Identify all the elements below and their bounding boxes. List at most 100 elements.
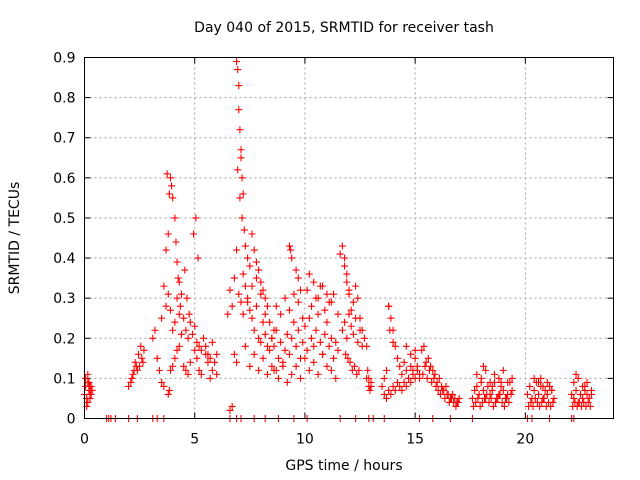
data-point — [478, 398, 486, 406]
data-point — [163, 170, 171, 178]
data-point — [470, 402, 478, 410]
data-point — [138, 354, 146, 362]
data-point — [299, 314, 307, 322]
data-point — [505, 398, 513, 406]
data-point — [208, 338, 216, 346]
data-point — [389, 338, 397, 346]
data-point — [312, 326, 320, 334]
data-point — [487, 394, 495, 402]
data-point — [137, 342, 145, 350]
data-point — [541, 386, 549, 394]
data-point — [281, 346, 289, 354]
data-point — [305, 270, 313, 278]
x-tick-label: 10 — [296, 432, 314, 448]
data-point — [347, 306, 355, 314]
data-point — [396, 362, 404, 370]
data-point — [270, 342, 278, 350]
data-point — [169, 362, 177, 370]
data-point — [473, 382, 481, 390]
data-point — [239, 190, 247, 198]
data-point — [378, 382, 386, 390]
data-point — [334, 310, 342, 318]
data-point — [263, 370, 271, 378]
data-point — [197, 370, 205, 378]
data-point — [527, 398, 535, 406]
data-point — [252, 302, 260, 310]
data-point — [177, 330, 185, 338]
data-point — [338, 326, 346, 334]
data-point — [127, 378, 135, 386]
data-point — [174, 274, 182, 282]
data-point — [292, 266, 300, 274]
data-point — [171, 214, 179, 222]
data-point — [257, 290, 265, 298]
data-point — [473, 370, 481, 378]
data-point — [327, 366, 335, 374]
data-point — [246, 306, 254, 314]
data-point — [192, 214, 200, 222]
grid-lines — [84, 57, 614, 419]
data-point — [248, 282, 256, 290]
data-point — [358, 342, 366, 350]
data-point — [550, 394, 558, 402]
data-point — [261, 330, 269, 338]
data-point — [341, 262, 349, 270]
data-point — [226, 286, 234, 294]
data-point — [277, 310, 285, 318]
data-point — [570, 394, 578, 402]
y-tick-label: 0.4 — [53, 251, 75, 267]
data-point — [436, 390, 444, 398]
data-point — [233, 58, 241, 66]
data-point — [334, 346, 342, 354]
data-point — [294, 326, 302, 334]
data-point — [175, 278, 183, 286]
data-point — [237, 298, 245, 306]
data-point — [189, 330, 197, 338]
data-point — [349, 330, 357, 338]
data-point — [297, 286, 305, 294]
data-point — [252, 274, 260, 282]
data-point — [425, 366, 433, 374]
data-point — [169, 194, 177, 202]
y-tick-label: 0.3 — [53, 291, 75, 307]
data-point — [263, 302, 271, 310]
data-point — [235, 290, 243, 298]
data-point — [128, 374, 136, 382]
data-point — [508, 386, 516, 394]
data-point — [321, 306, 329, 314]
data-point — [454, 398, 462, 406]
data-point — [319, 350, 327, 358]
data-point — [574, 374, 582, 382]
data-point — [360, 334, 368, 342]
data-point — [285, 350, 293, 358]
data-point — [180, 314, 188, 322]
data-point — [411, 354, 419, 362]
data-point — [367, 378, 375, 386]
data-point — [169, 326, 177, 334]
data-point — [182, 366, 190, 374]
data-point — [266, 346, 274, 354]
data-point — [301, 354, 309, 362]
data-point — [290, 318, 298, 326]
data-point — [423, 374, 431, 382]
data-point — [193, 354, 201, 362]
data-point — [409, 366, 417, 374]
data-point — [166, 366, 174, 374]
data-point — [526, 382, 534, 390]
data-point — [259, 318, 267, 326]
data-point — [175, 342, 183, 350]
data-point — [398, 370, 406, 378]
data-point — [166, 174, 174, 182]
data-point — [237, 154, 245, 162]
data-point — [400, 358, 408, 366]
x-tick-label: 0 — [80, 432, 89, 448]
data-point — [548, 386, 556, 394]
data-point — [549, 398, 557, 406]
data-point — [407, 362, 415, 370]
data-point — [233, 358, 241, 366]
data-point — [259, 286, 267, 294]
data-point — [241, 242, 249, 250]
data-point — [345, 310, 353, 318]
data-point — [288, 334, 296, 342]
data-point — [356, 326, 364, 334]
